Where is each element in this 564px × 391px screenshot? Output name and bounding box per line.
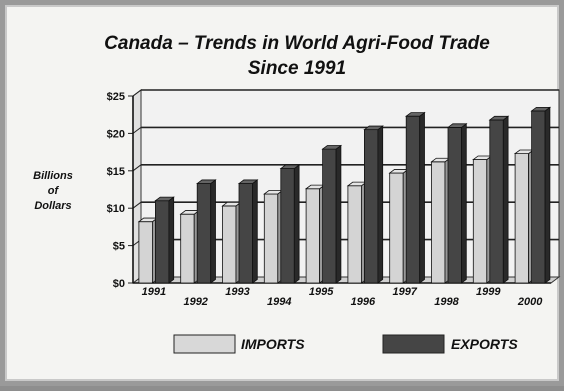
x-tick-label: 1993 (225, 286, 249, 298)
x-tick-label: 1992 (183, 296, 207, 308)
bar-imports (263, 193, 279, 284)
bar-side-exports (544, 106, 551, 284)
legend: IMPORTS EXPORTS (173, 334, 518, 354)
bar-top-exports (446, 123, 468, 128)
bar-imports (514, 153, 530, 284)
bar-top-exports (530, 106, 552, 112)
x-tick-label: 2000 (517, 296, 543, 308)
bar-side-exports (293, 164, 300, 284)
bar-top-exports (195, 179, 217, 184)
bar-imports (305, 188, 321, 284)
bar-imports (389, 172, 404, 284)
x-tick-label: 1995 (309, 286, 334, 298)
y-tick-label: $25 (107, 91, 125, 103)
bar-exports (405, 115, 421, 284)
bar-exports (531, 110, 546, 284)
bar-exports (447, 127, 462, 284)
x-tick-label: 1996 (351, 296, 376, 308)
bar-top-exports (363, 125, 384, 131)
bar-exports (196, 183, 212, 284)
bar-side-exports (377, 125, 384, 284)
y-axis-label-line-1: Billions (33, 170, 73, 182)
y-tick-label: $5 (113, 241, 125, 253)
bar-top-exports (488, 115, 510, 121)
bar-side-exports (335, 144, 342, 284)
x-tick-label: 1998 (434, 296, 459, 308)
bar-imports (472, 159, 488, 284)
bar-exports (238, 183, 253, 284)
y-tick-label: $15 (107, 166, 125, 178)
bar-exports (154, 200, 170, 284)
gridline-depth (132, 89, 142, 97)
bar-exports (363, 129, 379, 284)
plot-area: $0 $5 $10 $15 $20 $25 1991 1992 1993 1994 1995 1996… (107, 89, 561, 308)
bar-side-exports (461, 123, 467, 284)
bar-top-exports (405, 112, 426, 117)
legend-label-imports: IMPORTS (241, 336, 305, 352)
chart-title-line-2: Since 1991 (248, 58, 346, 79)
bar-imports (347, 185, 362, 284)
y-tick-label: $0 (113, 278, 125, 290)
bar-imports (222, 205, 237, 284)
y-tick-label: $20 (107, 128, 125, 140)
bar-top-exports (154, 196, 175, 202)
bar-imports (180, 213, 195, 284)
bar-imports (431, 161, 446, 284)
bar-side-exports (168, 196, 175, 284)
x-tick-label: 1994 (267, 296, 291, 308)
y-axis-label-line-2: of (48, 185, 60, 197)
x-tick-label: 1999 (476, 286, 501, 298)
bar-side-exports (502, 115, 509, 284)
bar-side-exports (252, 179, 258, 284)
legend-label-exports: EXPORTS (451, 336, 518, 352)
x-tick-label: 1997 (392, 286, 417, 298)
bar-exports (489, 119, 504, 284)
legend-swatch-imports (173, 334, 236, 354)
gridline-depth (132, 201, 142, 209)
y-axis-label-line-3: Dollars (34, 200, 71, 212)
bar-top-exports (279, 164, 301, 169)
bar-exports (280, 168, 295, 284)
gridline-depth (132, 164, 142, 172)
y-tick-label: $10 (107, 203, 125, 215)
x-tick-label: 1991 (142, 286, 166, 298)
bar-top-exports (321, 145, 343, 150)
bar-side-exports (419, 111, 425, 284)
bar-chart: Canada – Trends in World Agri-Food Trade… (33, 33, 561, 354)
legend-swatch-exports (382, 334, 445, 354)
chart-title-line-1: Canada – Trends in World Agri-Food Trade (104, 33, 490, 54)
gridline-depth (132, 127, 142, 134)
bar-imports (138, 221, 153, 284)
bar-side-exports (210, 179, 216, 284)
bar-exports (322, 148, 337, 284)
bar-top-exports (237, 179, 259, 184)
